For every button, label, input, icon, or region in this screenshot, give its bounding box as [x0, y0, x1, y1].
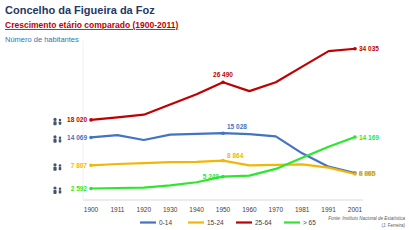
icon: [53, 118, 56, 121]
x-tick-label: 2001: [348, 206, 363, 213]
plot-area: [91, 49, 355, 189]
x-tick-label: 1981: [295, 206, 310, 213]
x-tick-label: 1930: [163, 206, 178, 213]
series-line: [91, 49, 355, 120]
icon: [59, 187, 62, 190]
legend-swatch: [188, 221, 204, 223]
series-line: [91, 137, 355, 188]
data-label: 34 035: [359, 45, 379, 52]
legend-swatch: [140, 221, 156, 223]
series-line: [91, 161, 355, 174]
data-label: 18 020: [67, 116, 87, 123]
point-marker: [89, 136, 93, 140]
chart: Concelho da Figueira da Foz Crescimento e…: [0, 0, 409, 230]
icon: [59, 119, 62, 122]
point-marker: [353, 172, 357, 176]
point-marker: [353, 47, 357, 51]
icon: [53, 135, 56, 138]
y-label: Número de habitantes: [5, 35, 79, 44]
icon: [53, 190, 56, 194]
legend-swatch: [236, 221, 252, 223]
credit: (J. Ferreira): [382, 223, 406, 228]
icon: [59, 164, 62, 167]
icon: [59, 122, 62, 125]
x-tick-label: 1991: [321, 206, 336, 213]
x-tick-label: 1950: [216, 206, 231, 213]
point-marker: [89, 187, 93, 191]
point-marker: [221, 131, 225, 135]
data-label: 5 249: [203, 173, 220, 180]
point-marker: [221, 175, 225, 179]
data-label: 8 864: [227, 152, 244, 159]
data-label: 6 065: [359, 170, 376, 177]
data-label: 5 856: [359, 170, 376, 177]
icon: [59, 167, 62, 170]
icon: [53, 186, 56, 189]
x-axis: [83, 200, 363, 201]
point-marker: [89, 118, 93, 122]
icon: [53, 163, 56, 166]
x-tick-label: 1920: [137, 206, 152, 213]
legend-label: 25-64: [255, 219, 272, 226]
icon: [53, 121, 56, 125]
data-label: 2 592: [71, 185, 88, 192]
point-marker: [221, 80, 225, 84]
data-label: 14 069: [67, 134, 87, 141]
icon: [53, 167, 56, 171]
subtitle: Crescimento etário comparado (1900-2011): [5, 20, 179, 30]
point-marker: [353, 171, 357, 175]
data-label: 26 490: [213, 71, 233, 78]
x-tick-label: 1970: [269, 206, 284, 213]
point-marker: [221, 159, 225, 163]
data-label: 15 028: [227, 123, 247, 130]
x-tick-label: 1900: [84, 206, 99, 213]
legend-label: 15-24: [207, 219, 224, 226]
icon: [59, 190, 62, 193]
icon: [59, 136, 62, 139]
icon: [59, 139, 62, 142]
point-marker: [353, 135, 357, 139]
title: Concelho da Figueira da Foz: [5, 4, 155, 16]
legend-swatch: [284, 221, 300, 223]
x-tick-label: 1911: [110, 206, 124, 213]
x-tick-label: 1940: [189, 206, 204, 213]
data-label: 14 169: [359, 134, 379, 141]
point-marker: [89, 164, 93, 168]
icon: [53, 139, 56, 143]
x-tick-label: 1960: [242, 206, 257, 213]
source: Fonte: Instituto Nacional de Estatística: [328, 216, 405, 221]
data-label: 7 807: [71, 162, 88, 169]
legend-label: 0-14: [159, 219, 172, 226]
legend-label: > 65: [303, 219, 316, 226]
